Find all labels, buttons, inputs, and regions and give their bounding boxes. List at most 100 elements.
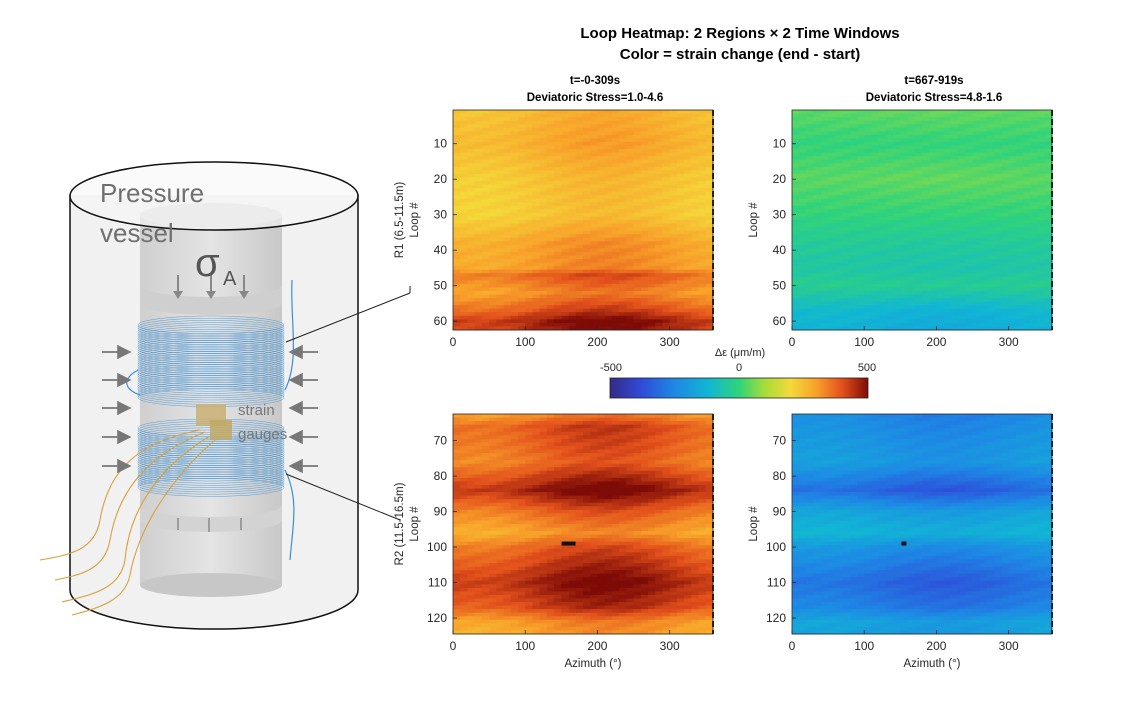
- heatmap-cell: [900, 191, 908, 196]
- heatmap-cell: [460, 421, 468, 426]
- heatmap-cell: [972, 216, 981, 221]
- heatmap-cell: [518, 234, 526, 239]
- heatmap-cell: [705, 276, 714, 281]
- heatmap-cell: [518, 227, 526, 232]
- chart-title-line2: Color = strain change (end - start): [620, 46, 860, 63]
- heatmap-cell: [1037, 241, 1046, 246]
- heatmap-cell: [806, 273, 815, 278]
- heatmap-cell: [489, 417, 497, 422]
- heatmap-cell: [496, 280, 504, 285]
- heatmap-cell: [590, 177, 598, 182]
- heatmap-cell: [510, 223, 519, 228]
- heatmap-cell: [640, 110, 649, 114]
- heatmap-cell: [1015, 234, 1024, 239]
- heatmap-cell: [987, 244, 995, 249]
- heatmap-cell: [943, 110, 952, 114]
- heatmap-cell: [994, 113, 1002, 118]
- heatmap-cell: [481, 290, 490, 295]
- heatmap-cell: [669, 283, 678, 288]
- heatmap-cell: [604, 110, 613, 114]
- heatmap-cell: [972, 205, 981, 210]
- heatmap-cell: [849, 149, 858, 153]
- heatmap-cell: [950, 237, 959, 242]
- heatmap-cell: [698, 237, 707, 242]
- heatmap-cell: [864, 173, 872, 178]
- heatmap-cell: [943, 266, 952, 271]
- heatmap-cell: [842, 294, 851, 299]
- heatmap-cell: [705, 110, 714, 114]
- heatmap-cell: [481, 424, 490, 429]
- heatmap-cell: [568, 449, 577, 454]
- heatmap-cell: [914, 301, 923, 306]
- heatmap-cell: [460, 209, 468, 214]
- heatmap-cell: [929, 294, 937, 299]
- heatmap-cell: [561, 138, 569, 143]
- heatmap-cell: [561, 184, 569, 189]
- heatmap-cell: [662, 442, 671, 447]
- heatmap-cell: [705, 141, 714, 146]
- heatmap-cell: [835, 177, 843, 182]
- heatmap-cell: [698, 156, 707, 161]
- heatmap-cell: [474, 428, 483, 433]
- heatmap-cell: [1001, 248, 1010, 253]
- heatmap-cell: [554, 283, 562, 288]
- heatmap-cell: [453, 431, 461, 436]
- heatmap-cell: [936, 152, 945, 157]
- heatmap-cell: [489, 177, 497, 182]
- heatmap-cell: [655, 152, 663, 157]
- heatmap-cell: [705, 414, 714, 418]
- heatmap-cell: [525, 421, 533, 426]
- heatmap-cell: [1044, 191, 1053, 196]
- heatmap-cell: [972, 262, 981, 267]
- heatmap-cell: [987, 180, 995, 185]
- heatmap-cell: [987, 305, 995, 310]
- heatmap-cell: [857, 273, 865, 278]
- heatmap-cell: [655, 298, 663, 303]
- heatmap-cell: [792, 262, 800, 267]
- heatmap-cell: [539, 117, 548, 122]
- heatmap-cell: [518, 110, 526, 114]
- heatmap-cell: [914, 149, 923, 153]
- heatmap-cell: [929, 209, 937, 214]
- heatmap-cell: [546, 234, 555, 239]
- heatmap-cell: [597, 417, 606, 422]
- heatmap-cell: [871, 326, 880, 331]
- heatmap-cell: [1030, 326, 1038, 331]
- heatmap-cell: [1044, 209, 1053, 214]
- heatmap-cell: [943, 251, 952, 256]
- heatmap-cell: [871, 283, 880, 288]
- heatmap-cell: [950, 259, 959, 263]
- heatmap-cell: [611, 276, 620, 281]
- heatmap-cell: [648, 326, 656, 331]
- heatmap-cell: [611, 438, 620, 443]
- heatmap-cell: [662, 308, 671, 313]
- bottom-platen: [140, 505, 282, 532]
- heatmap-cell: [1030, 152, 1038, 157]
- heatmap-cell: [590, 438, 598, 443]
- heatmap-cell: [828, 266, 836, 271]
- heatmap-cell: [1015, 251, 1024, 256]
- heatmap-cell: [518, 269, 526, 274]
- heatmap-cell: [460, 424, 468, 429]
- heatmap-cell: [972, 149, 981, 153]
- heatmap-cell: [792, 234, 800, 239]
- heatmap-cell: [554, 184, 562, 189]
- heatmap-cell: [489, 290, 497, 295]
- heatmap-cell: [922, 166, 930, 171]
- heatmap-cell: [900, 149, 908, 153]
- heatmap-cell: [1001, 202, 1010, 207]
- heatmap-cell: [936, 273, 945, 278]
- heatmap-cell: [1001, 166, 1010, 171]
- heatmap-cell: [467, 180, 476, 185]
- heatmap-cell: [943, 241, 952, 246]
- heatmap-cell: [669, 152, 678, 157]
- heatmap-cell: [705, 227, 714, 232]
- heatmap-cell: [532, 259, 541, 263]
- heatmap-cell: [987, 298, 995, 303]
- heatmap-cell: [871, 120, 880, 125]
- heatmap-cell: [857, 290, 865, 295]
- heatmap-cell: [554, 170, 562, 175]
- heatmap-cell: [684, 298, 692, 303]
- heatmap-cell: [849, 117, 858, 122]
- heatmap-cell: [857, 322, 865, 327]
